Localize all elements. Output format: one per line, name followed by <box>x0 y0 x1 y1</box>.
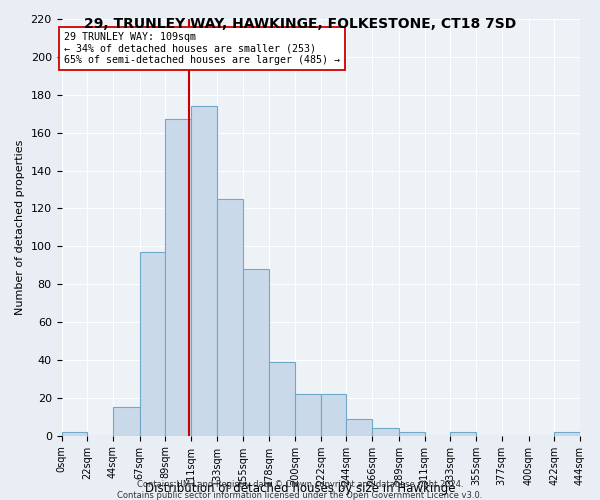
Bar <box>269 362 295 436</box>
Bar <box>242 269 269 436</box>
Bar <box>140 252 166 436</box>
Bar <box>346 418 372 436</box>
Bar <box>321 394 346 436</box>
Bar <box>62 432 87 436</box>
Bar <box>295 394 321 436</box>
Bar <box>399 432 425 436</box>
Y-axis label: Number of detached properties: Number of detached properties <box>15 140 25 315</box>
Text: 29 TRUNLEY WAY: 109sqm
← 34% of detached houses are smaller (253)
65% of semi-de: 29 TRUNLEY WAY: 109sqm ← 34% of detached… <box>64 32 340 66</box>
Bar <box>217 199 242 436</box>
Bar <box>451 432 476 436</box>
Bar <box>372 428 399 436</box>
Text: 29, TRUNLEY WAY, HAWKINGE, FOLKESTONE, CT18 7SD: 29, TRUNLEY WAY, HAWKINGE, FOLKESTONE, C… <box>84 18 516 32</box>
Bar <box>113 408 140 436</box>
Bar <box>166 120 191 436</box>
Bar <box>191 106 217 436</box>
Text: Distribution of detached houses by size in Hawkinge: Distribution of detached houses by size … <box>145 482 455 495</box>
Text: Contains HM Land Registry data © Crown copyright and database right 2024.
Contai: Contains HM Land Registry data © Crown c… <box>118 480 482 500</box>
Bar <box>554 432 580 436</box>
